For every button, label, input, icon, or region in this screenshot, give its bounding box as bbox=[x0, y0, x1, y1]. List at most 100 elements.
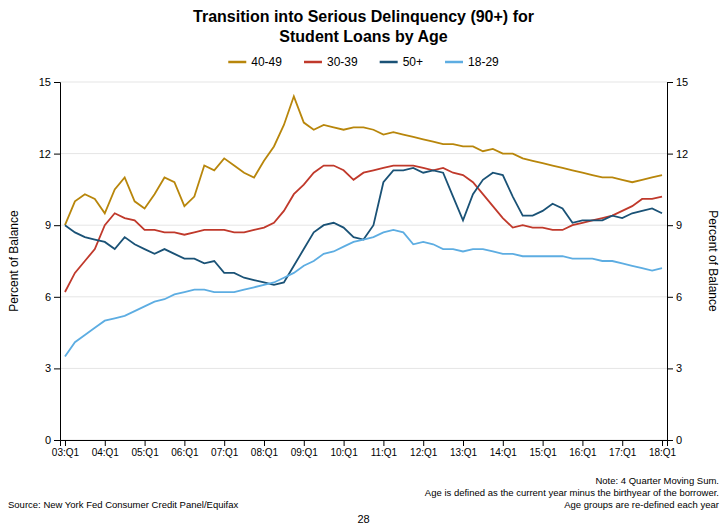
legend-item: 18-29 bbox=[445, 55, 499, 69]
x-tick-label: 15:Q1 bbox=[529, 447, 557, 458]
legend-swatch bbox=[380, 61, 398, 64]
y-tick-label: 15 bbox=[39, 76, 51, 88]
y2-tick-mark bbox=[667, 440, 673, 441]
x-tick-mark bbox=[145, 440, 146, 446]
y2-tick-label: 0 bbox=[676, 434, 682, 446]
y2-tick-mark bbox=[667, 82, 673, 83]
y2-axis: 0 3 6 9 12 15 bbox=[667, 76, 688, 446]
x-tick: 18:Q1 bbox=[649, 440, 677, 458]
y-tick-mark bbox=[54, 82, 60, 83]
y-tick-mark bbox=[54, 225, 60, 226]
grid-line bbox=[60, 82, 667, 83]
y-tick: 15 bbox=[39, 76, 60, 88]
x-tick-mark bbox=[105, 440, 106, 446]
lines bbox=[65, 96, 662, 356]
x-tick-mark bbox=[543, 440, 544, 446]
y2-tick: 0 bbox=[667, 434, 682, 446]
y2-tick-label: 6 bbox=[676, 291, 682, 303]
x-axis-line bbox=[61, 441, 668, 447]
x-tick: 04:Q1 bbox=[92, 440, 120, 458]
x-tick-mark bbox=[662, 440, 663, 446]
legend-swatch bbox=[228, 61, 246, 64]
x-tick-label: 05:Q1 bbox=[131, 447, 159, 458]
legend: 40-49 30-39 50+ 18-29 bbox=[228, 55, 499, 69]
plot: 03:Q104:Q105:Q106:Q107:Q108:Q109:Q110:Q1… bbox=[7, 76, 720, 458]
x-tick-label: 06:Q1 bbox=[171, 447, 199, 458]
series-line bbox=[65, 168, 662, 285]
x-tick-mark bbox=[65, 440, 66, 446]
y-tick-mark bbox=[54, 440, 60, 441]
note: Note: 4 Quarter Moving Sum. bbox=[595, 475, 719, 486]
x-tick-mark bbox=[582, 440, 583, 446]
legend-label: 50+ bbox=[403, 55, 423, 69]
x-tick-label: 18:Q1 bbox=[649, 447, 677, 458]
y-tick-mark bbox=[54, 297, 60, 298]
y2-tick-mark bbox=[667, 154, 673, 155]
y2-tick: 9 bbox=[667, 219, 682, 231]
y2-axis-title: Percent of Balance bbox=[706, 210, 720, 312]
y-axis-title: Percent of Balance bbox=[7, 210, 21, 312]
y-tick: 6 bbox=[45, 291, 60, 303]
y-tick: 0 bbox=[45, 434, 60, 446]
x-axis: 03:Q104:Q105:Q106:Q107:Q108:Q109:Q110:Q1… bbox=[52, 440, 677, 458]
y-tick-label: 0 bbox=[45, 434, 51, 446]
y2-tick-label: 3 bbox=[676, 362, 682, 374]
series-line bbox=[65, 96, 662, 225]
x-tick-mark bbox=[503, 440, 504, 446]
x-tick-label: 12:Q1 bbox=[410, 447, 438, 458]
y2-tick-label: 15 bbox=[676, 76, 688, 88]
x-tick-label: 16:Q1 bbox=[569, 447, 597, 458]
x-tick: 03:Q1 bbox=[52, 440, 80, 458]
y-tick: 3 bbox=[45, 362, 60, 374]
y2-tick-mark bbox=[667, 297, 673, 298]
x-tick-mark bbox=[383, 440, 384, 446]
series-line bbox=[65, 166, 662, 292]
y2-tick-label: 12 bbox=[676, 148, 688, 160]
x-tick: 14:Q1 bbox=[490, 440, 518, 458]
y2-tick-label: 9 bbox=[676, 219, 682, 231]
x-tick: 12:Q1 bbox=[410, 440, 438, 458]
legend-swatch bbox=[304, 61, 322, 64]
note: Age groups are re-defined each year bbox=[564, 499, 719, 510]
y2-tick: 15 bbox=[667, 76, 688, 88]
x-tick: 11:Q1 bbox=[371, 440, 398, 458]
note: Age is defined as the current year minus… bbox=[425, 487, 719, 498]
x-tick-label: 11:Q1 bbox=[371, 447, 398, 458]
x-tick-mark bbox=[264, 440, 265, 446]
y2-tick-mark bbox=[667, 368, 673, 369]
legend-label: 40-49 bbox=[251, 55, 282, 69]
x-tick-mark bbox=[184, 440, 185, 446]
x-tick-label: 04:Q1 bbox=[92, 447, 120, 458]
x-tick: 17:Q1 bbox=[609, 440, 637, 458]
subtitle: Student Loans by Age bbox=[279, 28, 447, 45]
x-tick-mark bbox=[463, 440, 464, 446]
title: Transition into Serious Delinquency (90+… bbox=[193, 8, 534, 25]
x-tick: 09:Q1 bbox=[291, 440, 319, 458]
x-tick: 06:Q1 bbox=[171, 440, 199, 458]
y-tick: 12 bbox=[39, 148, 60, 160]
legend-swatch bbox=[445, 61, 463, 64]
x-tick-label: 09:Q1 bbox=[291, 447, 319, 458]
x-tick: 05:Q1 bbox=[131, 440, 159, 458]
x-tick-label: 07:Q1 bbox=[211, 447, 239, 458]
legend-label: 30-39 bbox=[327, 55, 358, 69]
chart: Transition into Serious Delinquency (90+… bbox=[0, 0, 727, 528]
x-tick: 15:Q1 bbox=[529, 440, 557, 458]
x-tick: 16:Q1 bbox=[569, 440, 597, 458]
x-tick-label: 03:Q1 bbox=[52, 447, 80, 458]
x-tick-mark bbox=[344, 440, 345, 446]
y-axis: 0 3 6 9 12 15 bbox=[39, 76, 61, 446]
y-tick-label: 12 bbox=[39, 148, 51, 160]
series-line bbox=[65, 230, 662, 356]
y2-tick: 12 bbox=[667, 148, 688, 160]
x-tick: 10:Q1 bbox=[330, 440, 358, 458]
grid-line bbox=[60, 296, 667, 297]
legend-item: 30-39 bbox=[304, 55, 358, 69]
grid-line bbox=[60, 368, 667, 369]
y-tick-label: 6 bbox=[45, 291, 51, 303]
page-number: 28 bbox=[357, 513, 369, 525]
y-tick: 9 bbox=[45, 219, 60, 231]
x-tick-label: 17:Q1 bbox=[609, 447, 637, 458]
y2-tick: 3 bbox=[667, 362, 682, 374]
legend-item: 50+ bbox=[380, 55, 423, 69]
